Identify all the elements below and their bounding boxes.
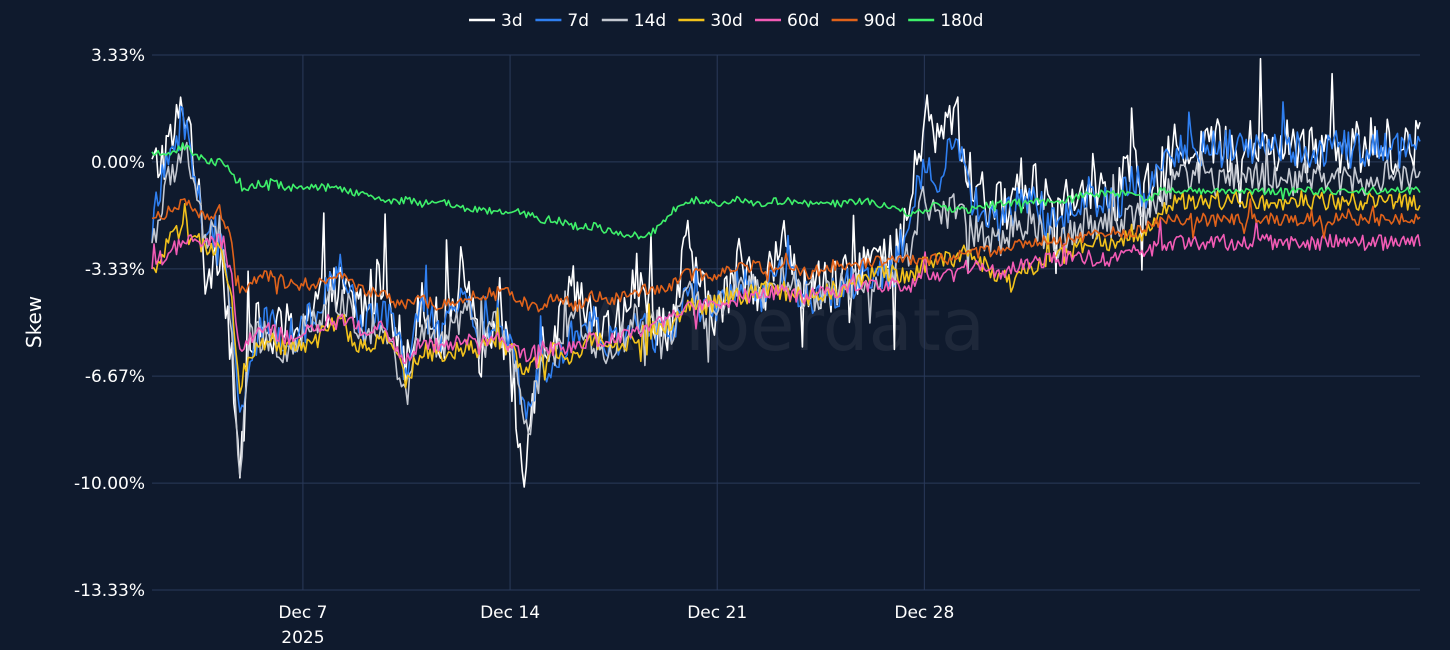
legend-label: 14d xyxy=(634,11,666,31)
y-tick-label: -6.67% xyxy=(85,367,145,387)
y-axis-title: Skew xyxy=(22,296,46,348)
legend-item-60d[interactable]: 60d xyxy=(755,11,819,31)
y-tick-label: -10.00% xyxy=(74,474,145,494)
legend-item-180d[interactable]: 180d xyxy=(908,11,983,31)
series-line-180d xyxy=(151,142,1421,240)
x-tick-label: Dec 14 xyxy=(480,603,540,623)
legend-label: 180d xyxy=(940,11,983,31)
series-line-90d xyxy=(151,198,1421,313)
y-tick-label: -13.33% xyxy=(74,581,145,601)
legend: 3d 7d 14d 30d 60d 90d 180d xyxy=(469,11,983,31)
legend-label: 3d xyxy=(501,11,523,31)
legend-item-14d[interactable]: 14d xyxy=(601,11,666,31)
legend-label: 60d xyxy=(787,11,819,31)
series-line-30d xyxy=(151,190,1421,395)
legend-item-7d[interactable]: 7d xyxy=(535,11,589,31)
legend-item-30d[interactable]: 30d xyxy=(678,11,743,31)
legend-label: 7d xyxy=(567,11,589,31)
legend-item-3d[interactable]: 3d xyxy=(469,11,523,31)
series-line-14d xyxy=(151,141,1421,477)
y-tick-label: -3.33% xyxy=(85,260,145,280)
series-line-60d xyxy=(151,218,1421,369)
x-axis-ticks: Dec 7 2025 Dec 14 Dec 21 Dec 28 xyxy=(278,603,954,648)
x-tick-label: Dec 28 xyxy=(894,603,954,623)
x-tick-label: Dec 7 xyxy=(278,603,327,623)
series-line-3d xyxy=(151,57,1421,488)
legend-item-90d[interactable]: 90d xyxy=(831,11,896,31)
legend-label: 90d xyxy=(864,11,896,31)
y-tick-label: 0.00% xyxy=(91,153,145,173)
legend-label: 30d xyxy=(710,11,742,31)
y-tick-label: 3.33% xyxy=(91,46,145,66)
x-tick-label: Dec 21 xyxy=(687,603,747,623)
y-axis-ticks: 3.33% 0.00% -3.33% -6.67% -10.00% -13.33% xyxy=(74,46,145,601)
x-tick-sublabel: 2025 xyxy=(281,628,324,648)
series-lines xyxy=(151,57,1421,488)
